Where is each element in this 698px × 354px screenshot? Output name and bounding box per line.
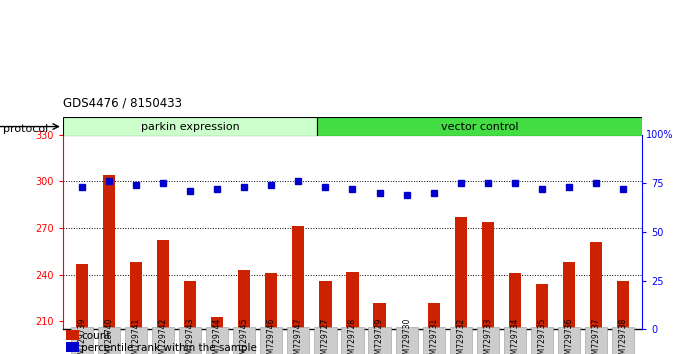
FancyBboxPatch shape (152, 327, 174, 354)
FancyBboxPatch shape (98, 327, 120, 354)
Text: GSM729740: GSM729740 (104, 317, 113, 354)
Text: GSM729738: GSM729738 (618, 317, 628, 354)
Text: GSM729744: GSM729744 (213, 317, 222, 354)
FancyBboxPatch shape (504, 327, 526, 354)
Text: GSM729745: GSM729745 (239, 317, 248, 354)
FancyBboxPatch shape (70, 327, 93, 354)
Bar (482, 222, 494, 329)
FancyBboxPatch shape (179, 327, 201, 354)
FancyBboxPatch shape (396, 327, 417, 354)
Text: GSM729743: GSM729743 (186, 317, 195, 354)
Text: GSM729739: GSM729739 (77, 317, 87, 354)
Bar (428, 303, 440, 329)
Text: 100%: 100% (646, 130, 674, 139)
FancyBboxPatch shape (288, 327, 309, 354)
Text: GSM729735: GSM729735 (537, 317, 547, 354)
FancyBboxPatch shape (233, 327, 255, 354)
Text: parkin expression: parkin expression (141, 121, 239, 132)
Text: GSM729731: GSM729731 (429, 317, 438, 354)
Text: protocol: protocol (3, 124, 49, 134)
Bar (157, 240, 169, 329)
Text: GSM729732: GSM729732 (456, 317, 466, 354)
Text: percentile rank within the sample: percentile rank within the sample (81, 343, 257, 353)
Bar (265, 273, 277, 329)
Text: GSM729737: GSM729737 (592, 317, 601, 354)
FancyBboxPatch shape (314, 327, 336, 354)
FancyBboxPatch shape (422, 327, 445, 354)
FancyBboxPatch shape (450, 327, 472, 354)
Bar (373, 303, 386, 329)
Bar (617, 281, 630, 329)
FancyBboxPatch shape (260, 327, 283, 354)
Text: GSM729728: GSM729728 (348, 318, 357, 354)
Text: count: count (81, 331, 110, 341)
Bar (75, 264, 88, 329)
FancyBboxPatch shape (125, 327, 147, 354)
Text: GSM729736: GSM729736 (565, 317, 574, 354)
Text: GSM729747: GSM729747 (294, 317, 303, 354)
Bar (238, 270, 251, 329)
Text: GSM729727: GSM729727 (321, 317, 330, 354)
FancyBboxPatch shape (531, 327, 553, 354)
Text: GSM729733: GSM729733 (483, 317, 492, 354)
Bar (563, 262, 575, 329)
Bar (103, 175, 115, 329)
Text: GSM729742: GSM729742 (158, 317, 168, 354)
FancyBboxPatch shape (341, 327, 364, 354)
FancyBboxPatch shape (318, 117, 661, 136)
FancyBboxPatch shape (206, 327, 228, 354)
FancyBboxPatch shape (558, 327, 580, 354)
Text: GSM729729: GSM729729 (375, 317, 384, 354)
FancyBboxPatch shape (585, 327, 607, 354)
Bar (184, 281, 196, 329)
FancyBboxPatch shape (477, 327, 499, 354)
Bar (509, 273, 521, 329)
Bar (292, 227, 304, 329)
Bar (319, 281, 332, 329)
Bar (590, 242, 602, 329)
FancyBboxPatch shape (612, 327, 634, 354)
Bar (211, 317, 223, 329)
Text: GSM729730: GSM729730 (402, 317, 411, 354)
Bar (536, 284, 548, 329)
Text: GDS4476 / 8150433: GDS4476 / 8150433 (63, 97, 181, 110)
FancyBboxPatch shape (63, 117, 318, 136)
Text: GSM729734: GSM729734 (510, 317, 519, 354)
Text: GSM729746: GSM729746 (267, 317, 276, 354)
Text: GSM729741: GSM729741 (131, 317, 140, 354)
Text: vector control: vector control (441, 121, 519, 132)
Bar (130, 262, 142, 329)
FancyBboxPatch shape (369, 327, 391, 354)
Bar (401, 328, 413, 329)
Bar (454, 217, 467, 329)
Bar (346, 272, 359, 329)
